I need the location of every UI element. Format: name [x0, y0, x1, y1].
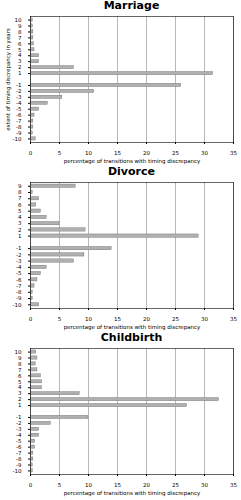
svg-text:25: 25: [172, 316, 179, 322]
svg-text:2: 2: [18, 64, 22, 71]
svg-text:5: 5: [18, 46, 22, 53]
svg-text:-6: -6: [16, 111, 22, 118]
svg-text:5: 5: [58, 316, 62, 322]
svg-text:7: 7: [18, 195, 22, 201]
svg-text:8: 8: [18, 360, 22, 367]
svg-text:3: 3: [18, 58, 22, 65]
html-text:Childbirth: Childbirth: [100, 331, 163, 344]
svg-text:3: 3: [18, 220, 22, 226]
svg-text:30: 30: [201, 316, 208, 322]
svg-text:-4: -4: [16, 432, 22, 438]
svg-text:-4: -4: [16, 100, 22, 106]
svg-text:20: 20: [143, 482, 150, 488]
svg-text:-6: -6: [16, 277, 22, 283]
svg-text:8: 8: [18, 189, 22, 195]
svg-text:30: 30: [201, 482, 208, 488]
svg-text:-5: -5: [16, 438, 22, 444]
svg-text:5: 5: [18, 378, 22, 385]
svg-text:35: 35: [230, 150, 237, 156]
svg-text:5: 5: [58, 482, 62, 488]
svg-text:-7: -7: [16, 117, 22, 124]
svg-text:-8: -8: [16, 455, 22, 462]
svg-text:9: 9: [18, 354, 22, 361]
svg-text:9: 9: [18, 22, 22, 29]
svg-text:-9: -9: [16, 461, 22, 468]
svg-text:15: 15: [114, 150, 121, 156]
svg-text:6: 6: [18, 372, 22, 379]
html-text:Divorce: Divorce: [108, 165, 155, 178]
svg-text:-9: -9: [16, 129, 22, 136]
svg-text:-2: -2: [16, 252, 21, 258]
svg-text:-10: -10: [13, 302, 22, 308]
svg-text:4: 4: [18, 52, 22, 59]
svg-text:-10: -10: [13, 468, 22, 474]
svg-text:10: 10: [14, 348, 22, 355]
svg-text:-9: -9: [16, 295, 22, 301]
svg-text:1: 1: [18, 233, 22, 239]
svg-text:25: 25: [172, 482, 179, 488]
svg-text:1: 1: [18, 402, 22, 408]
svg-text:2: 2: [18, 396, 22, 403]
svg-text:1: 1: [18, 70, 22, 76]
svg-text:7: 7: [18, 366, 22, 373]
svg-text:percentage of transitions with: percentage of transitions with timing di…: [64, 158, 201, 165]
svg-text:7: 7: [18, 34, 22, 41]
svg-text:6: 6: [18, 40, 22, 47]
svg-text:-1: -1: [16, 82, 22, 89]
svg-text:-1: -1: [16, 414, 22, 421]
svg-text:-3: -3: [16, 258, 22, 264]
svg-text:4: 4: [18, 214, 22, 220]
svg-text:15: 15: [114, 482, 121, 488]
svg-text:-1: -1: [16, 245, 21, 251]
svg-text:20: 20: [143, 316, 150, 322]
svg-text:6: 6: [18, 202, 22, 208]
svg-text:15: 15: [114, 316, 121, 322]
svg-text:percentage of transitions with: percentage of transitions with timing di…: [64, 324, 201, 331]
svg-text:-6: -6: [16, 443, 22, 450]
svg-text:35: 35: [230, 316, 237, 322]
svg-text:0: 0: [29, 150, 33, 156]
svg-text:percentage of transitions with: percentage of transitions with timing di…: [64, 490, 201, 497]
svg-text:8: 8: [18, 28, 22, 35]
html-text:Marriage: Marriage: [103, 0, 160, 12]
svg-text:-8: -8: [16, 123, 22, 130]
svg-text:5: 5: [58, 150, 62, 156]
svg-text:-5: -5: [16, 270, 22, 276]
svg-text:-2: -2: [16, 88, 22, 95]
svg-text:5: 5: [18, 208, 22, 214]
svg-text:4: 4: [18, 384, 22, 391]
svg-text:-3: -3: [16, 94, 22, 101]
svg-text:10: 10: [85, 150, 92, 156]
svg-text:10: 10: [85, 482, 92, 488]
svg-text:30: 30: [201, 150, 208, 156]
svg-text:0: 0: [29, 316, 33, 322]
svg-text:-8: -8: [16, 289, 22, 295]
svg-text:-4: -4: [16, 264, 22, 270]
svg-text:0: 0: [29, 482, 33, 488]
svg-text:-7: -7: [16, 283, 22, 289]
svg-text:2: 2: [18, 227, 22, 233]
svg-text:20: 20: [143, 150, 150, 156]
svg-text:3: 3: [18, 390, 22, 397]
svg-text:extent of timing discrepancy i: extent of timing discrepancy in years: [5, 28, 12, 131]
svg-text:-10: -10: [13, 136, 22, 142]
svg-text:10: 10: [85, 316, 92, 322]
svg-text:-7: -7: [16, 449, 22, 456]
svg-text:-5: -5: [16, 106, 22, 112]
svg-text:-3: -3: [16, 426, 22, 433]
svg-text:-2: -2: [16, 420, 22, 427]
svg-text:10: 10: [14, 16, 22, 23]
svg-text:9: 9: [18, 183, 22, 189]
svg-text:25: 25: [172, 150, 179, 156]
svg-text:35: 35: [230, 482, 237, 488]
